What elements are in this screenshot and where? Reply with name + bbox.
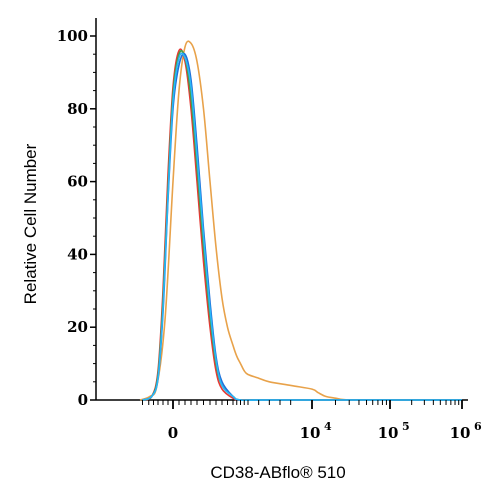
y-axis-ticks: 0 20 40 60 80 100 [57, 27, 96, 409]
x-tick-exponent: 4 [324, 420, 332, 433]
histogram-series-line [142, 48, 462, 401]
x-tick-label: 10 [300, 424, 321, 442]
x-tick-exponent: 6 [474, 420, 482, 433]
x-axis-ticks: 0 10 4 10 5 10 6 [142, 400, 482, 442]
x-tick-label: 0 [168, 424, 178, 442]
y-tick-label: 80 [67, 100, 88, 118]
y-tick-label: 0 [78, 391, 88, 409]
y-tick-label: 60 [67, 173, 88, 191]
y-tick-label: 40 [67, 245, 88, 263]
y-tick-label: 100 [57, 27, 88, 45]
y-tick-label: 20 [67, 318, 88, 336]
axes [95, 18, 468, 401]
histogram-series-line [139, 40, 462, 401]
x-tick-label: 10 [378, 424, 399, 442]
x-tick-label: 10 [450, 424, 471, 442]
plot-lines [139, 40, 462, 402]
x-tick-exponent: 5 [402, 420, 410, 433]
x-axis-title: CD38-ABflo® 510 [210, 463, 345, 482]
y-axis-title: Relative Cell Number [21, 143, 40, 304]
histogram-series-line [142, 52, 462, 402]
